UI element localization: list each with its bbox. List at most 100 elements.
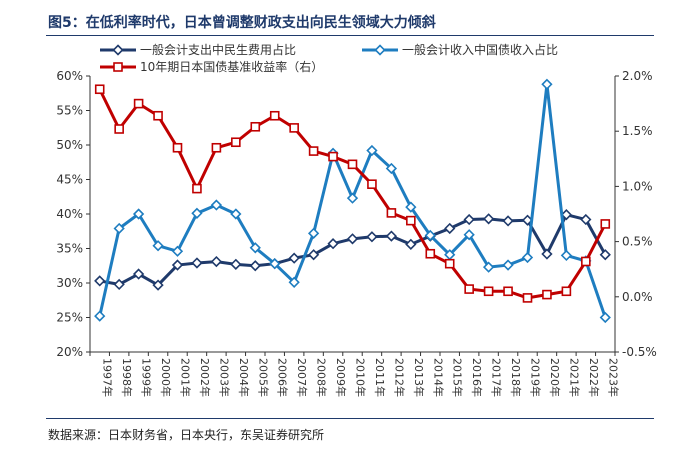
series-3-point	[367, 179, 377, 189]
series-3-point	[347, 159, 358, 170]
series-1-point	[482, 213, 495, 225]
series-2-point	[346, 192, 359, 204]
series-1-point	[230, 258, 242, 271]
series-1-point	[463, 213, 475, 226]
series-1-point	[541, 248, 553, 260]
left-axis-tick-label: 45%	[56, 173, 83, 187]
x-axis-tick-label: 2022年	[587, 358, 601, 397]
legend-label: 一般会计收入中国债收入占比	[402, 42, 558, 57]
series-2-point	[521, 251, 534, 264]
series-1-point	[249, 260, 261, 272]
source-note: 数据来源：日本财务省，日本央行，东吴证券研究所	[48, 428, 325, 442]
series-1-point	[599, 249, 611, 261]
series-2-point	[94, 310, 106, 322]
series-2-point	[385, 162, 398, 175]
right-axis-tick-label: -0.5%	[622, 345, 657, 359]
series-2-point	[288, 276, 300, 288]
series-2-point	[599, 311, 611, 324]
right-axis-tick-label: 1.0%	[622, 179, 653, 193]
series-1-point	[152, 279, 164, 291]
legend-label: 10年期日本国债基准收益率（右）	[140, 59, 323, 74]
series-3-point	[328, 151, 338, 162]
series-3-point	[250, 121, 261, 132]
series-1-point	[366, 231, 378, 243]
series-2-point	[269, 258, 281, 270]
series-2-point	[113, 222, 125, 235]
legend-label: 一般会计支出中民生费用占比	[140, 42, 296, 57]
figure-title: 图5：在低利率时代，日本曾调整财政支出向民生领域大力倾斜	[48, 15, 436, 31]
legend-swatch-marker	[374, 44, 386, 56]
x-axis-tick-label: 2010年	[354, 358, 368, 397]
series-1-point	[444, 222, 456, 235]
x-axis-tick-label: 2011年	[373, 358, 387, 397]
x-axis-tick-label: 2014年	[431, 358, 445, 397]
series-1-point	[171, 259, 184, 271]
series-3-point	[522, 293, 533, 303]
series-1-point	[580, 213, 592, 226]
series-2-point	[230, 208, 242, 220]
x-axis-tick-label: 2023年	[606, 358, 620, 397]
series-2-point	[132, 208, 145, 220]
legend-swatch-marker	[113, 62, 123, 72]
x-axis-tick-label: 1998年	[120, 358, 134, 397]
left-axis-tick-label: 20%	[56, 345, 83, 359]
series-1-point	[385, 230, 398, 242]
series-2-point	[366, 144, 378, 157]
series-1-point	[191, 257, 203, 269]
series-2-point	[171, 245, 184, 257]
series-1-point	[94, 275, 106, 287]
series-3-point	[133, 98, 144, 109]
series-2-point	[191, 207, 203, 219]
series-2-point	[560, 249, 573, 262]
series-1-point	[502, 215, 514, 227]
series-1-point	[307, 249, 320, 261]
series-3-point	[289, 123, 299, 133]
x-axis-tick-label: 2000年	[159, 358, 173, 397]
chart-axes: 20% 25% 30% 35% 40% 45% 50% 55% 60% -0.5% 0.0% 0.5%…	[56, 69, 657, 397]
series-3-point	[386, 208, 397, 218]
right-axis-tick-label: 0.5%	[622, 235, 653, 249]
series-2-point	[502, 259, 514, 271]
x-axis-tick-label: 2009年	[334, 358, 348, 397]
series-2-point	[541, 78, 553, 90]
series-1-point	[210, 255, 223, 268]
x-axis-tick-label: 2006年	[276, 358, 290, 397]
left-axis-tick-label: 55%	[56, 104, 83, 118]
x-axis-tick-label: 2005年	[256, 358, 270, 397]
source-rule	[46, 418, 654, 419]
x-axis-tick-label: 2017年	[490, 358, 504, 397]
left-axis-tick-label: 50%	[56, 138, 83, 152]
chart-series	[94, 78, 611, 324]
series-3-point	[153, 110, 163, 121]
series-1-point	[113, 278, 125, 291]
x-axis-tick-label: 2018年	[509, 358, 523, 397]
series-3-point	[211, 142, 222, 153]
chart-legend: 一般会计支出中民生费用占比 一般会计收入中国债收入占比 10年期日本国债基准收益率（…	[100, 42, 558, 74]
series-2-point	[463, 229, 475, 241]
series-1-point	[327, 238, 339, 250]
series-3-point	[542, 289, 552, 300]
x-axis-tick-label: 2021年	[567, 358, 581, 397]
series-3-point	[444, 258, 455, 269]
series-3-point	[172, 142, 183, 153]
series-3-point	[425, 248, 436, 259]
series-2-point	[210, 199, 223, 211]
x-axis-tick-label: 2008年	[315, 358, 329, 397]
x-axis-tick-label: 2019年	[529, 358, 543, 397]
series-3-point	[192, 183, 202, 194]
series-1-point	[560, 209, 573, 221]
series-2-point	[152, 240, 164, 252]
left-axis-tick-label: 35%	[56, 242, 83, 256]
left-axis-tick-label: 60%	[56, 69, 83, 83]
series-3-point	[483, 286, 494, 297]
series-2-point	[307, 227, 320, 239]
series-1-point	[132, 268, 145, 280]
x-axis-tick-label: 2015年	[451, 358, 465, 397]
x-axis-tick-label: 2003年	[217, 358, 231, 397]
series-3-point	[581, 256, 591, 267]
right-axis-tick-label: 0.0%	[622, 290, 653, 304]
x-axis-tick-label: 2007年	[295, 358, 309, 397]
series-2-point	[424, 229, 436, 242]
series-1-point	[288, 252, 300, 264]
